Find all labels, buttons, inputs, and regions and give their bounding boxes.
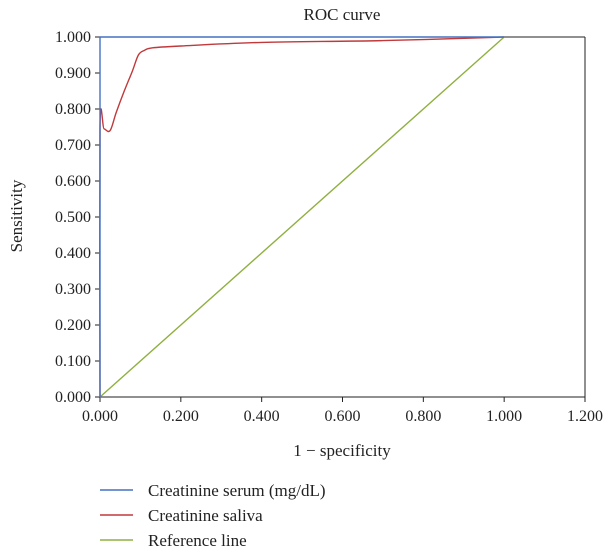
series-lines [99,36,505,398]
y-axis-ticks: 0.000 0.100 0.200 0.300 0.400 0.500 0.600 0.700… [55,29,100,406]
y-tick-label: 0.300 [55,281,91,298]
x-tick-label: 1.000 [486,408,522,425]
plot-area: 0.000 0.200 0.400 0.600 0.800 1.000 1.200 0.00… [55,29,603,425]
y-tick-label: 0.200 [55,317,91,334]
x-axis-title: 1 − specificity [293,441,391,460]
x-axis-ticks: 0.000 0.200 0.400 0.600 0.800 1.000 1.200 [82,397,603,425]
y-tick-label: 1.000 [55,29,91,46]
x-tick-label: 0.200 [163,408,199,425]
y-tick-label: 0.600 [55,173,91,190]
y-axis-title: Sensitivity [7,179,26,252]
series-line-reference [99,36,505,398]
y-tick-label: 0.500 [55,209,91,226]
y-tick-label: 0.400 [55,245,91,262]
x-tick-label: 0.000 [82,408,118,425]
y-tick-label: 0.900 [55,65,91,82]
series-line-creatinine-saliva [99,36,505,398]
legend-label: Creatinine saliva [148,506,263,525]
y-tick-label: 0.700 [55,137,91,154]
y-tick-label: 0.100 [55,353,91,370]
y-tick-label: 0.800 [55,101,91,118]
x-tick-label: 0.400 [244,408,280,425]
series-line-creatinine-serum [99,36,505,397]
x-tick-label: 0.800 [405,408,441,425]
y-tick-label: 0.000 [55,389,91,406]
legend-label: Reference line [148,531,247,550]
x-tick-label: 0.600 [325,408,361,425]
x-tick-label: 1.200 [567,408,603,425]
legend-label: Creatinine serum (mg/dL) [148,481,326,500]
chart-title: ROC curve [304,5,381,24]
legend: Creatinine serum (mg/dL) Creatinine saliv… [100,481,326,550]
